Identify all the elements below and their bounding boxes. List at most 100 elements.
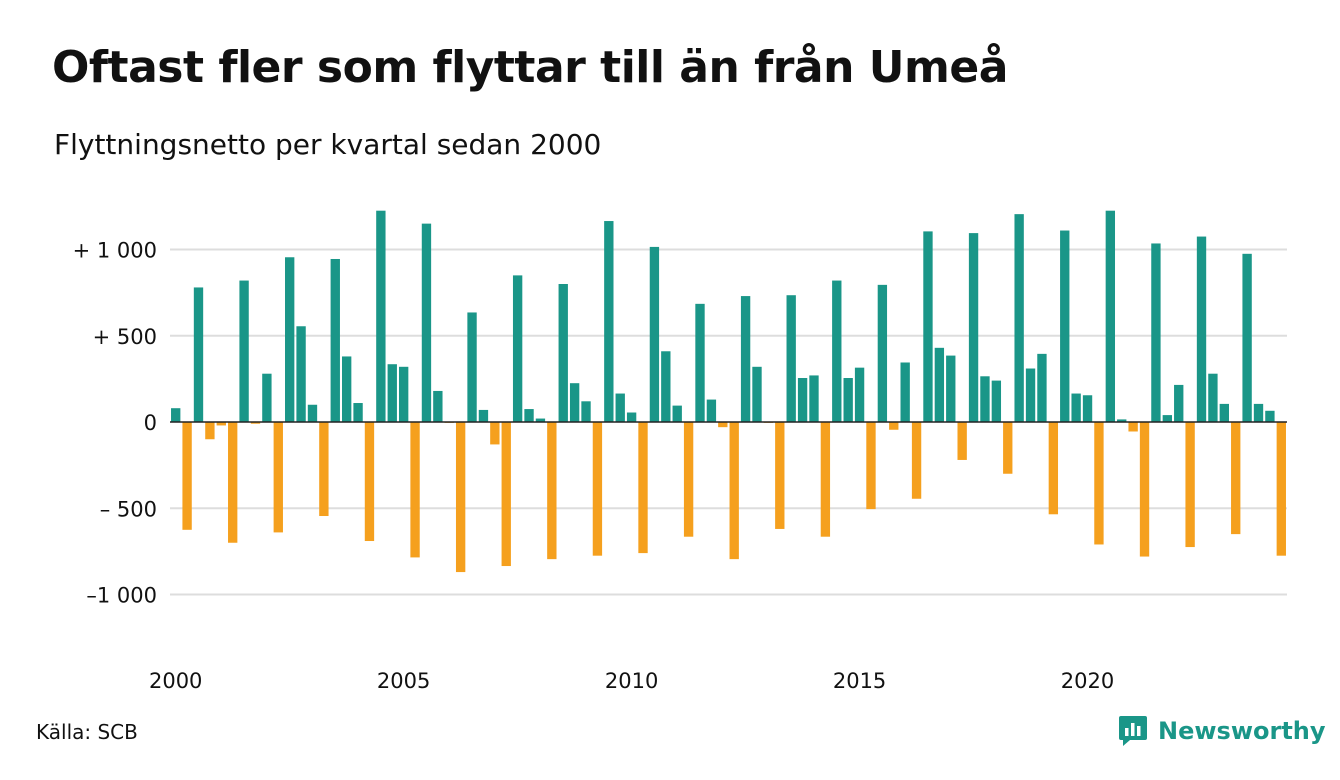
bar	[706, 399, 717, 422]
y-axis-labels: + 1 000 + 500 0 – 500 –1 000	[73, 239, 157, 608]
bar	[376, 210, 386, 422]
bar	[342, 356, 352, 422]
bar	[330, 258, 340, 422]
bar	[512, 275, 523, 423]
bar	[1117, 419, 1127, 422]
bar	[364, 422, 375, 542]
bar	[228, 422, 238, 543]
bar	[991, 380, 1002, 422]
bar	[490, 422, 500, 445]
bar	[1265, 410, 1275, 422]
bar	[455, 422, 466, 573]
bar	[353, 403, 363, 422]
x-axis-labels: 2000 2005 2010 2015 2020	[149, 669, 1114, 693]
bar	[752, 366, 762, 422]
bar	[786, 295, 796, 422]
bar	[1276, 422, 1286, 556]
bar	[273, 422, 283, 533]
bar	[569, 383, 580, 422]
bar	[626, 412, 637, 422]
bar	[262, 373, 272, 422]
bar	[923, 231, 933, 422]
bar	[296, 326, 306, 422]
bar-chart: + 1 000 + 500 0 – 500 –1 000 2000 2005 2010 201…	[73, 210, 1287, 693]
bar	[182, 422, 192, 530]
bar	[1185, 422, 1195, 548]
bar	[1094, 422, 1104, 545]
bar	[1025, 368, 1036, 422]
bars	[171, 210, 1286, 573]
bar	[558, 284, 568, 422]
chart-title: Oftast fler som flyttar till än från Ume…	[52, 42, 1008, 93]
bar	[638, 422, 648, 554]
bar	[957, 422, 967, 460]
bar	[854, 367, 865, 422]
bar	[1105, 210, 1116, 422]
bar	[889, 422, 899, 430]
y-tick-label: + 1 000	[73, 239, 157, 263]
bar	[672, 405, 682, 422]
bar	[1060, 230, 1070, 422]
bar	[1128, 422, 1138, 432]
bar	[387, 364, 397, 422]
bar	[615, 393, 625, 422]
bar	[797, 378, 808, 422]
bar	[980, 376, 990, 422]
bar	[398, 366, 409, 422]
x-tick-label: 2020	[1061, 669, 1114, 693]
bar	[683, 422, 694, 537]
bar	[1014, 214, 1024, 422]
y-tick-label: 0	[144, 411, 157, 435]
bar	[205, 422, 215, 440]
newsworthy-logo-icon	[1119, 716, 1147, 746]
bar	[467, 312, 477, 422]
bar	[239, 280, 249, 422]
bar	[809, 375, 819, 422]
bar	[968, 233, 979, 422]
bar	[729, 422, 739, 560]
bar	[592, 422, 603, 556]
bar	[1037, 353, 1047, 422]
bar	[421, 223, 432, 422]
bar	[478, 409, 489, 422]
bar	[775, 422, 785, 529]
bar	[1242, 253, 1252, 422]
source-note: Källa: SCB	[36, 720, 138, 744]
bar	[1196, 236, 1207, 422]
bar	[604, 221, 614, 422]
x-tick-label: 2015	[833, 669, 886, 693]
bar	[581, 401, 591, 422]
bar	[1071, 393, 1081, 422]
bar	[911, 422, 922, 499]
y-tick-label: – 500	[100, 497, 157, 521]
bar	[740, 296, 751, 422]
bar	[900, 362, 910, 422]
bar	[661, 351, 671, 422]
bar	[946, 355, 956, 422]
newsworthy-logo: Newsworthy	[1118, 714, 1326, 748]
bar	[1253, 403, 1264, 422]
x-tick-label: 2000	[149, 669, 202, 693]
bar	[649, 246, 660, 422]
bar	[832, 280, 842, 422]
y-tick-label: –1 000	[86, 584, 157, 608]
bar	[285, 257, 295, 422]
bar	[410, 422, 420, 558]
bar	[1139, 422, 1150, 557]
bar	[1003, 422, 1013, 474]
bar	[524, 409, 534, 422]
bar	[250, 422, 261, 424]
bar	[1082, 395, 1093, 422]
bar	[216, 422, 226, 426]
bar	[1208, 373, 1218, 422]
bar	[307, 404, 318, 422]
bar	[501, 422, 511, 567]
bar	[877, 284, 888, 422]
bar	[1048, 422, 1059, 515]
bar	[1174, 384, 1184, 422]
bar	[433, 390, 443, 422]
bar	[820, 422, 831, 537]
bar	[866, 422, 876, 510]
bar	[193, 287, 204, 422]
brand-name: Newsworthy	[1158, 717, 1326, 745]
